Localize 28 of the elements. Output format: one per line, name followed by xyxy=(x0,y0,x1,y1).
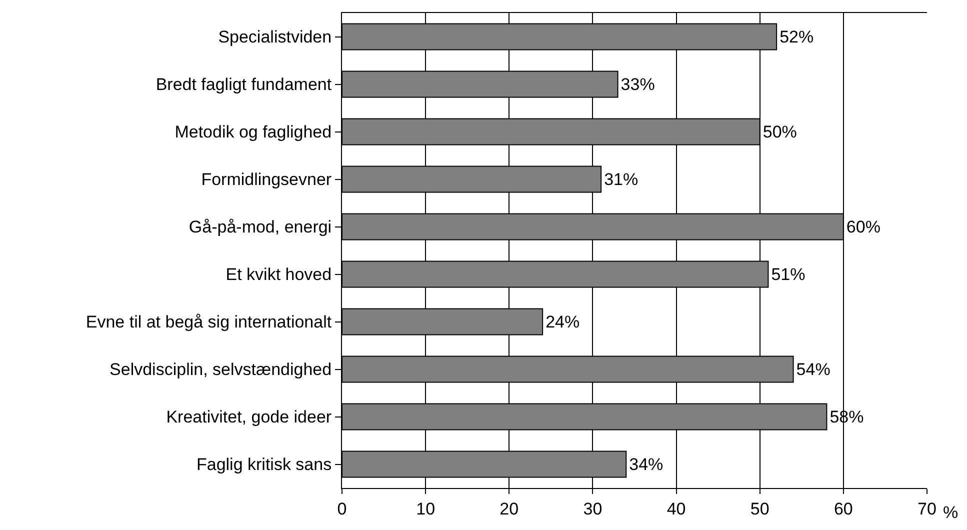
data-label: 50% xyxy=(762,122,797,142)
x-tick-label: 40 xyxy=(666,499,686,518)
data-label: 52% xyxy=(780,27,814,46)
data-label: 54% xyxy=(796,360,830,379)
data-label: 31% xyxy=(604,170,638,189)
y-tick-label: Evne til at begå sig internationalt xyxy=(86,312,332,332)
x-tick-label: 70 xyxy=(918,499,936,518)
data-label: 24% xyxy=(546,312,580,332)
y-tick-label: Gå-på-mod, energi xyxy=(188,218,332,237)
x-tick-label: 10 xyxy=(416,499,436,518)
y-tick-label: Formidlingsevner xyxy=(201,170,332,190)
x-tick-label: 20 xyxy=(500,499,519,518)
y-tick-label: Kreativitet, gode ideer xyxy=(166,408,332,427)
x-tick-label: 50 xyxy=(750,499,770,518)
data-label: 60% xyxy=(846,217,880,236)
data-label: 34% xyxy=(629,454,664,474)
y-tick-label: Bredt fagligt fundament xyxy=(156,75,332,94)
x-axis-title: % xyxy=(943,503,958,522)
y-tick-label: Faglig kritisk sans xyxy=(196,455,332,474)
x-tick-label: 30 xyxy=(583,499,602,518)
y-tick-label: Et kvikt hoved xyxy=(226,265,332,284)
y-tick-label: Specialistviden xyxy=(218,28,332,47)
data-label: 33% xyxy=(620,74,655,94)
y-tick-label: Metodik og faglighed xyxy=(174,122,332,142)
x-tick-label: 60 xyxy=(834,499,853,518)
data-label: 51% xyxy=(771,264,806,284)
x-tick-label: 0 xyxy=(337,499,347,518)
y-tick-label: Selvdisciplin, selvstændighed xyxy=(110,360,332,380)
